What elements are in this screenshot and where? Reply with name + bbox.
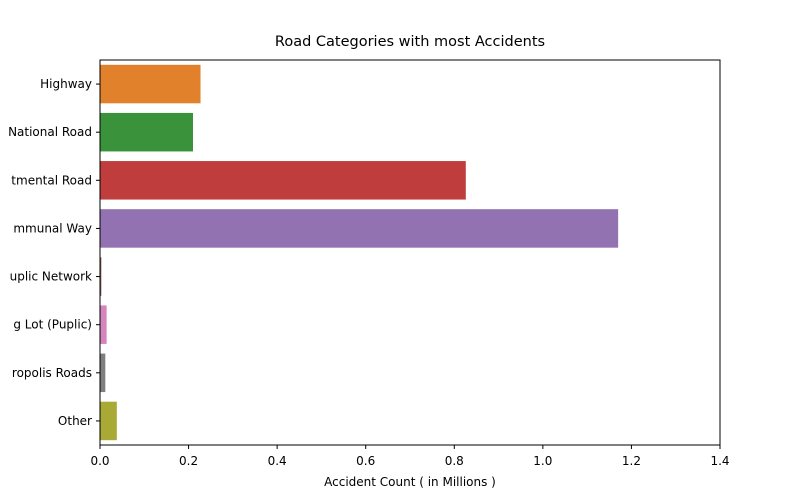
x-axis-label: Accident Count ( in Millions ) xyxy=(324,475,496,489)
x-tick-label: 0.6 xyxy=(356,454,375,468)
y-tick-label: Highway xyxy=(40,77,92,91)
y-tick-label: ropolis Roads xyxy=(12,366,92,380)
y-tick-label: National Road xyxy=(8,125,92,139)
x-tick-label: 1.4 xyxy=(710,454,729,468)
y-tick-label: g Lot (Puplic) xyxy=(13,318,92,332)
y-tick-label: tmental Road xyxy=(11,173,92,187)
x-tick-label: 1.0 xyxy=(533,454,552,468)
y-tick-label: uplic Network xyxy=(10,270,92,284)
x-tick-label: 0.4 xyxy=(268,454,287,468)
x-axis: 0.0 0.2 0.4 0.6 0.8 1.0 1.2 1.4 xyxy=(90,445,730,468)
x-tick-label: 0.0 xyxy=(90,454,109,468)
bar xyxy=(100,401,117,441)
bar xyxy=(100,209,619,248)
y-axis: Highway National Road tmental Road mmunal W… xyxy=(8,77,100,428)
bar xyxy=(100,257,102,296)
x-tick-label: 0.2 xyxy=(179,454,198,468)
y-tick-label: mmunal Way xyxy=(13,221,92,235)
chart-title: Road Categories with most Accidents xyxy=(275,34,545,50)
bar xyxy=(100,353,106,393)
bar xyxy=(100,112,193,152)
x-tick-label: 0.8 xyxy=(445,454,464,468)
y-tick-label: Other xyxy=(58,414,92,428)
bar xyxy=(100,305,107,344)
plot-frame xyxy=(99,59,721,446)
x-tick-label: 1.2 xyxy=(622,454,641,468)
bar xyxy=(100,161,466,200)
bars-group xyxy=(100,64,619,441)
bar xyxy=(100,64,201,104)
